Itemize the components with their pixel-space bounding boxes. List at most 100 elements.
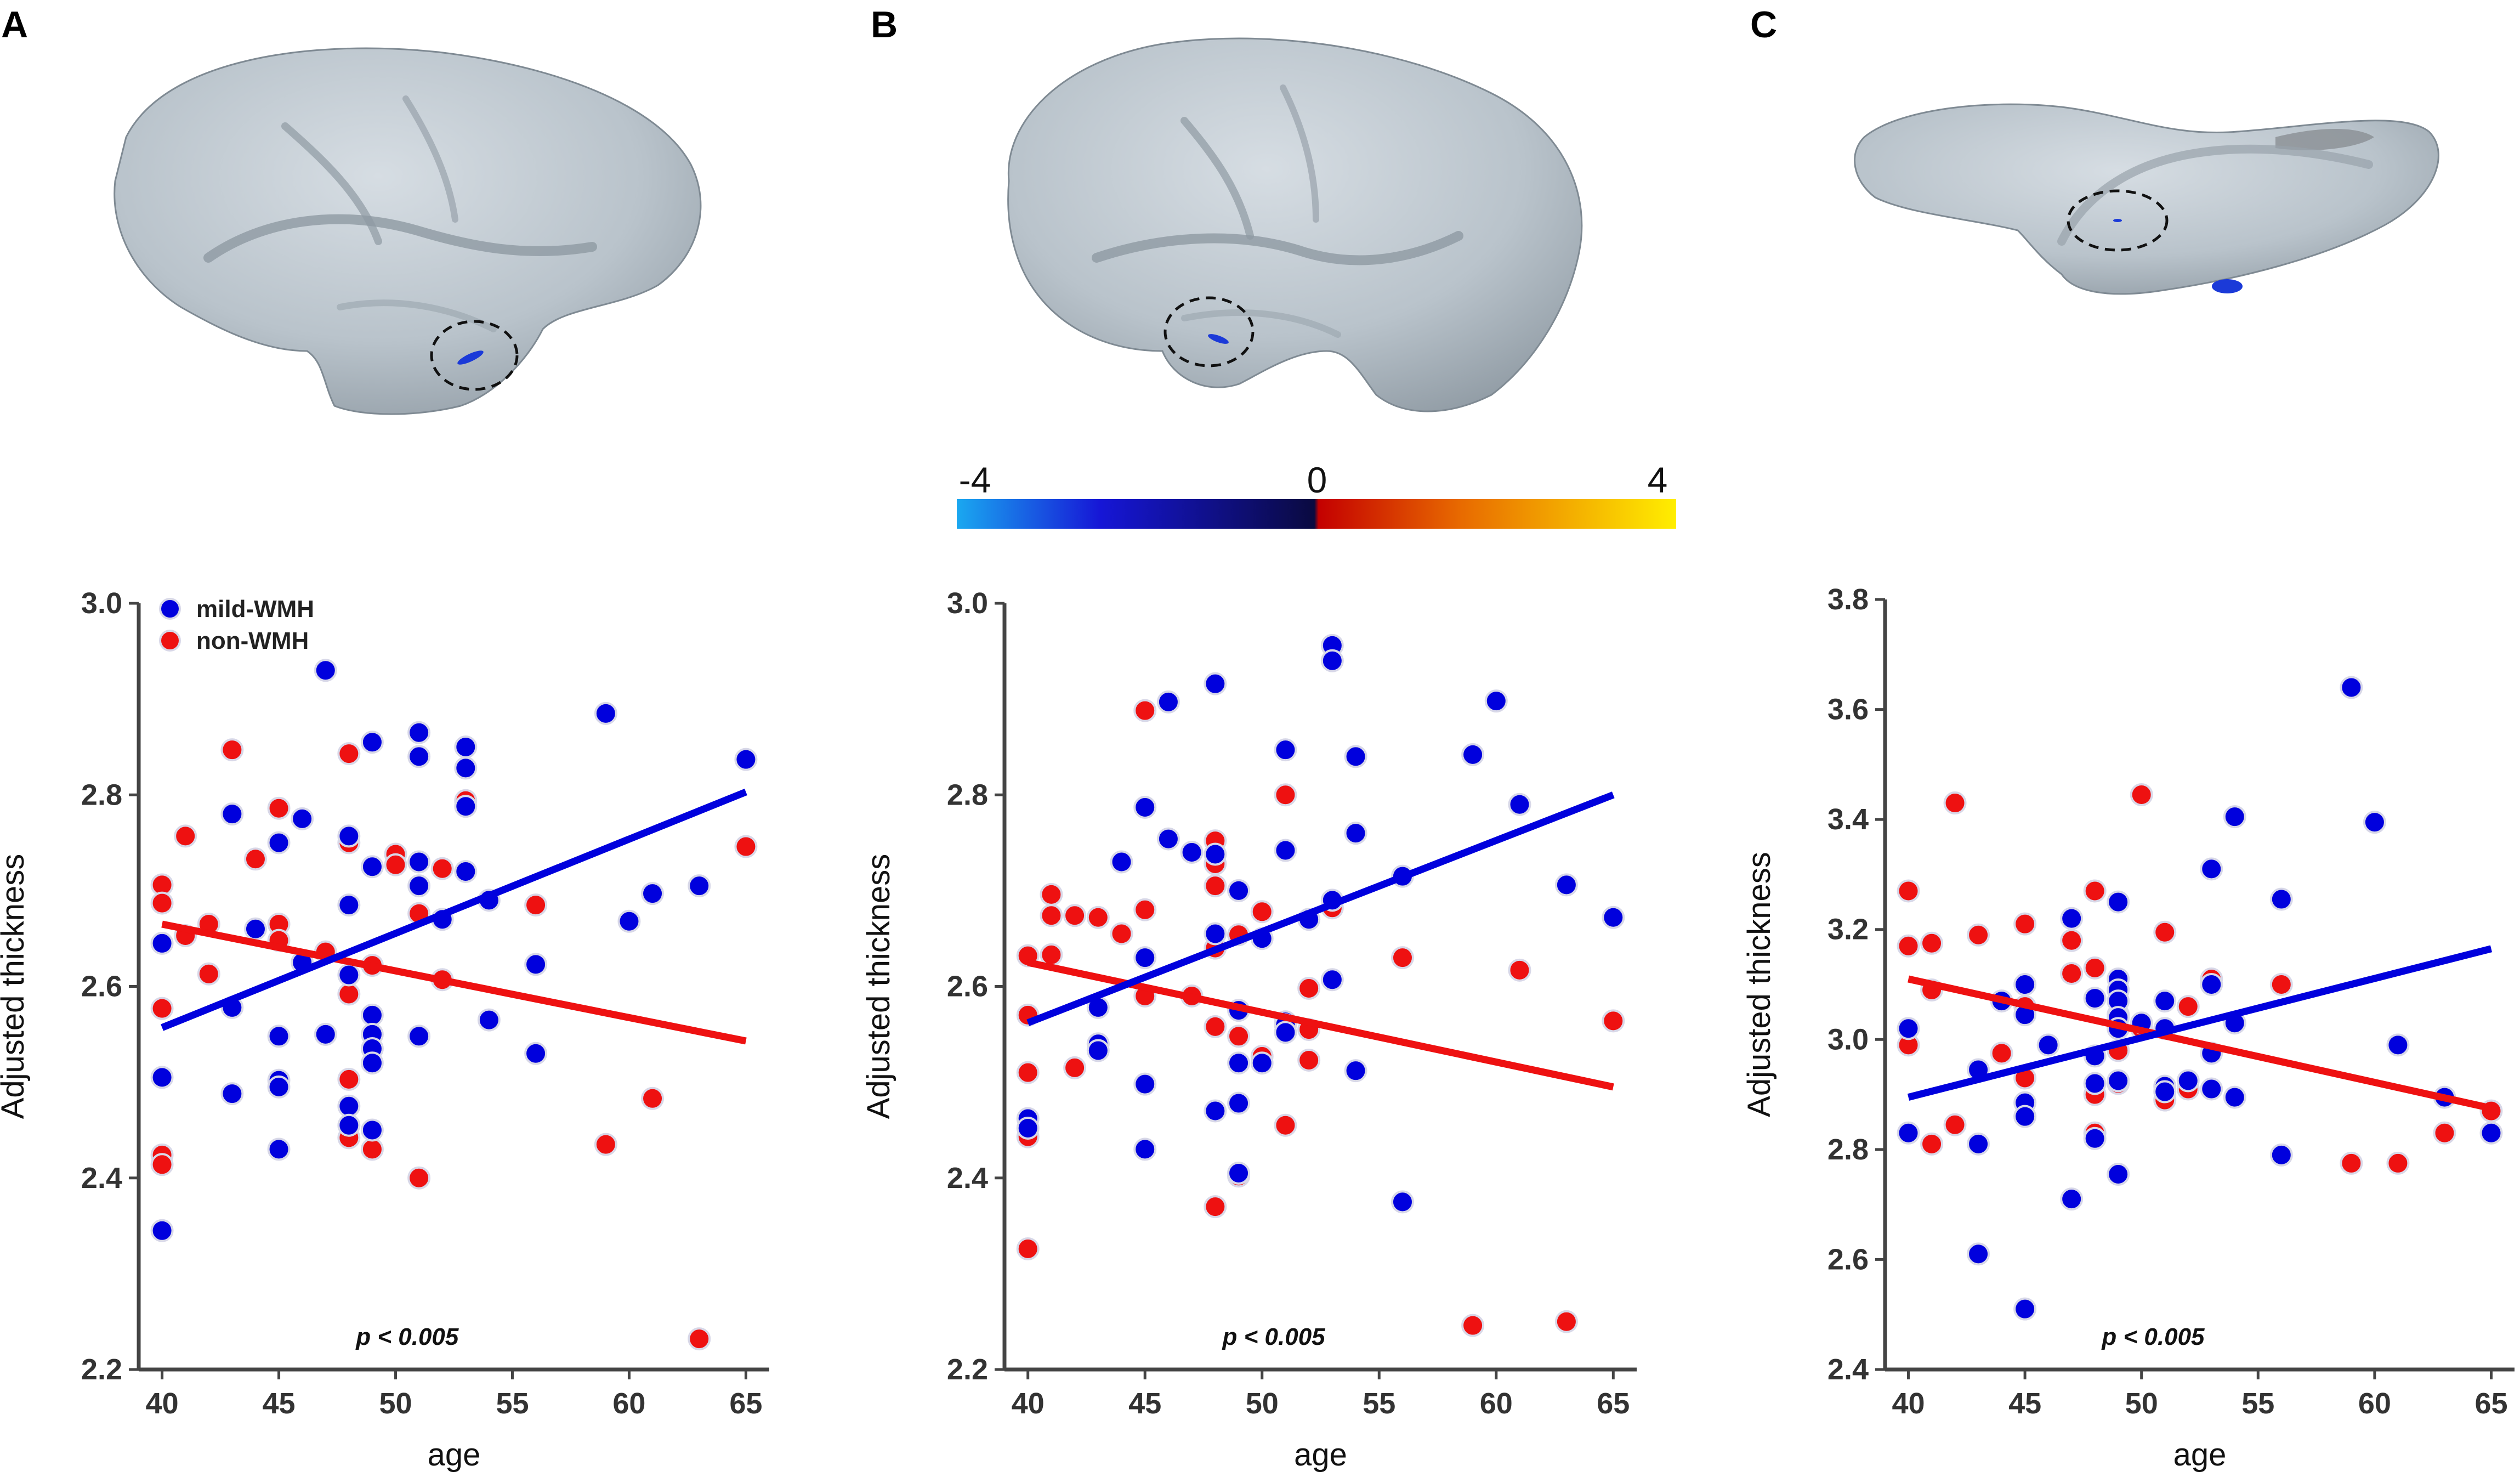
data-point: [337, 824, 361, 848]
data-point: [150, 1219, 174, 1242]
data-point: [2386, 1151, 2410, 1175]
roi-circle-c: [2067, 189, 2169, 252]
data-point: [407, 745, 431, 768]
data-point: [2036, 1033, 2060, 1057]
x-tick-label: 55: [2241, 1387, 2274, 1420]
data-point: [267, 1075, 291, 1099]
data-point: [1227, 1162, 1251, 1185]
data-point: [2083, 879, 2107, 903]
data-point: [1390, 946, 1414, 970]
data-point: [1943, 791, 1967, 815]
data-point: [594, 1133, 617, 1156]
data-point: [1943, 1113, 1967, 1136]
y-axis-title: Adjusted thickness: [0, 854, 31, 1119]
data-point: [360, 855, 384, 879]
data-point: [1133, 1138, 1157, 1161]
data-point: [1204, 874, 1227, 898]
x-tick-label: 60: [612, 1387, 645, 1420]
data-point: [1180, 841, 1204, 864]
data-point: [314, 659, 337, 682]
x-axis-title: age: [428, 1437, 481, 1473]
data-point: [524, 893, 548, 917]
x-tick-label: 45: [263, 1387, 296, 1420]
data-point: [1897, 1121, 1920, 1145]
cluster-b: [1208, 334, 1229, 344]
x-tick-label: 55: [496, 1387, 529, 1420]
data-point: [594, 701, 617, 725]
data-point: [1274, 783, 1297, 807]
data-point: [1204, 1195, 1227, 1219]
brain-surface-c: [1854, 103, 2439, 295]
data-point: [2083, 956, 2107, 980]
x-tick-label: 50: [1246, 1387, 1279, 1420]
series-non-WMH: [1016, 699, 1625, 1337]
y-tick-label: 2.6: [81, 970, 122, 1003]
data-point: [1063, 1056, 1087, 1079]
y-tick-label: 2.8: [1827, 1133, 1869, 1166]
data-point: [688, 874, 711, 898]
data-point: [1344, 745, 1367, 768]
data-point: [267, 831, 291, 854]
cluster-c-small: [2113, 219, 2122, 222]
data-point: [337, 1113, 361, 1137]
data-point: [1320, 968, 1344, 992]
series-non-WMH: [150, 738, 758, 1351]
data-point: [430, 857, 454, 880]
data-point: [641, 1086, 665, 1110]
data-point: [407, 850, 431, 874]
colorbar-mid-label: 0: [1307, 460, 1327, 500]
data-point: [1967, 923, 1990, 947]
data-point: [1990, 1042, 2013, 1065]
data-point: [734, 748, 758, 771]
data-point: [1133, 1072, 1157, 1096]
data-point: [1227, 879, 1251, 902]
data-point: [1040, 904, 1063, 927]
data-point: [454, 859, 478, 883]
y-tick-label: 2.2: [947, 1353, 988, 1386]
panel-label-b: B: [871, 4, 898, 46]
data-point: [243, 917, 267, 941]
fit-line-mild-WMH: [1907, 945, 2493, 1101]
data-point: [1063, 904, 1087, 927]
y-tick-label: 3.2: [1827, 913, 1869, 946]
data-point: [1554, 1310, 1578, 1333]
data-point: [2176, 995, 2200, 1018]
data-point: [337, 742, 361, 766]
x-tick-label: 45: [2008, 1387, 2041, 1420]
data-point: [337, 1094, 361, 1118]
y-tick-label: 3.0: [947, 587, 988, 620]
y-tick-label: 3.0: [81, 587, 122, 620]
data-point: [2176, 1069, 2200, 1093]
data-point: [2060, 929, 2084, 952]
data-point: [337, 982, 361, 1006]
y-tick-label: 3.0: [1827, 1023, 1869, 1056]
data-point: [267, 1025, 291, 1048]
y-tick-label: 2.2: [81, 1353, 122, 1386]
data-point: [1016, 1237, 1040, 1260]
data-point: [2153, 920, 2177, 944]
data-point: [2060, 1187, 2084, 1211]
data-point: [1274, 1113, 1297, 1137]
colorbar: -4 0 4: [957, 460, 1676, 529]
data-point: [1016, 1116, 1040, 1140]
x-tick-label: 40: [146, 1387, 179, 1420]
chart-c: 2.4 2.6 2.8 3.0 3.2 3.4 3.6 3.8 40 45 50 55 60 65 age A…: [1741, 583, 2515, 1473]
data-point: [2433, 1121, 2456, 1145]
y-tick-label: 2.6: [1827, 1243, 1869, 1276]
data-point: [454, 795, 478, 818]
p-value-annotation: p < 0.005: [2101, 1323, 2205, 1350]
data-point: [2107, 1162, 2130, 1186]
data-point: [2130, 783, 2153, 807]
y-axis-title: Adjusted thickness: [1741, 852, 1777, 1117]
data-point: [2013, 912, 2037, 936]
fit-line-mild-WMH: [161, 788, 747, 1031]
data-point: [1204, 1015, 1227, 1038]
data-point: [477, 1008, 501, 1032]
y-tick-label: 2.8: [81, 778, 122, 811]
roi-circle-b: [1163, 296, 1255, 367]
y-tick-label: 2.6: [947, 970, 988, 1003]
data-point: [1508, 793, 1531, 816]
data-point: [1204, 842, 1227, 866]
data-point: [1133, 898, 1157, 921]
data-point: [267, 796, 291, 820]
